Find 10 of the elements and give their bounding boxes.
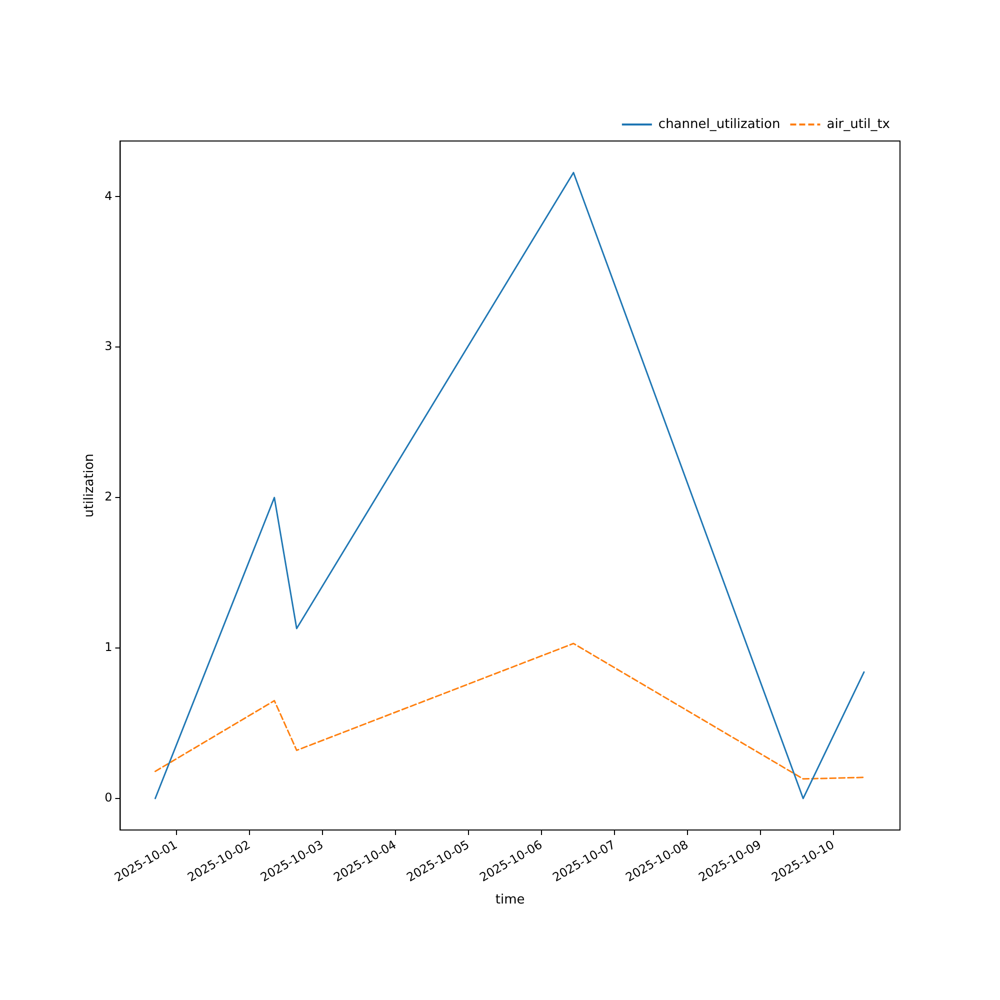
y-tick-label: 3 xyxy=(104,339,112,354)
x-axis-title: time xyxy=(495,892,525,908)
y-tick-label: 0 xyxy=(104,790,112,805)
y-tick-label: 4 xyxy=(104,188,112,203)
y-axis-title: utilization xyxy=(82,454,98,518)
line-series xyxy=(154,642,865,780)
y-tick-label: 1 xyxy=(104,640,112,654)
y-tick-label: 2 xyxy=(104,490,112,504)
legend-label: air_util_tx xyxy=(826,116,890,132)
legend-label: channel_utilization xyxy=(658,116,780,132)
